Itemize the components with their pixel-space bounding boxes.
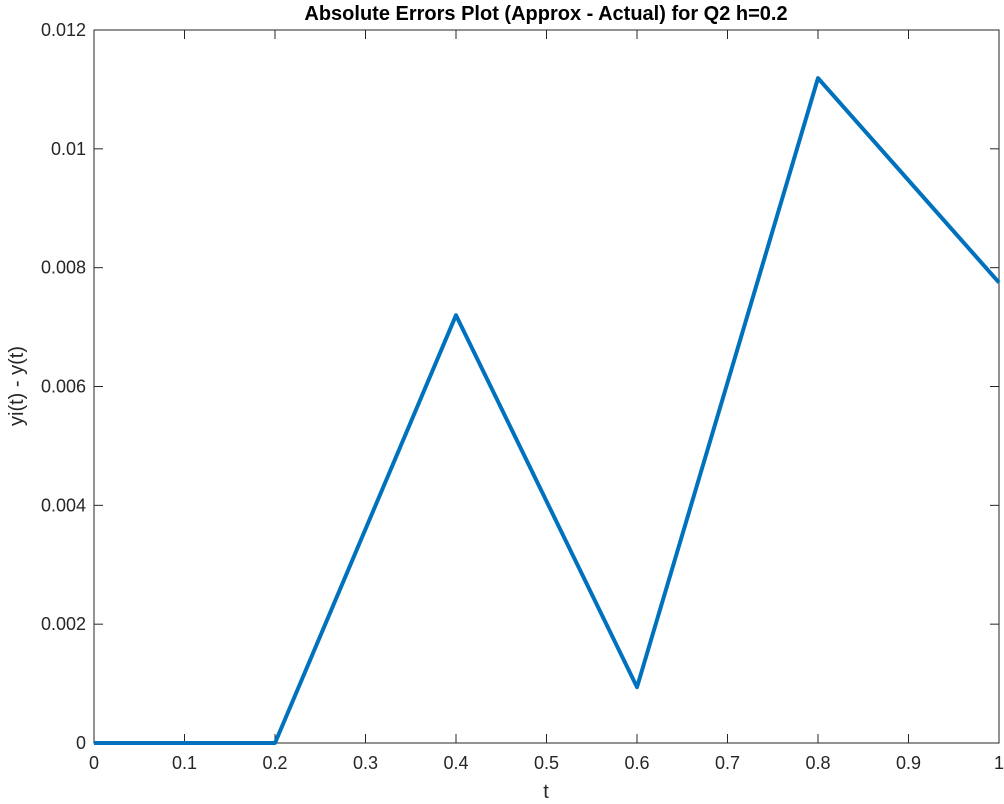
x-tick-label: 0.9 [896,753,921,773]
y-tick-label: 0.002 [41,614,86,634]
x-tick-label: 0.4 [443,753,468,773]
x-tick-label: 0 [89,753,99,773]
y-tick-label: 0.01 [51,139,86,159]
y-tick-label: 0.004 [41,495,86,515]
x-tick-label: 0.8 [805,753,830,773]
series-line [94,76,1001,745]
series-layer [94,76,1001,745]
x-tick-label: 0.2 [262,753,287,773]
x-ticks: 0 0.1 0.2 0.3 0.4 0.5 0.6 0.7 0.8 0.9 1 [89,30,1004,773]
x-tick-label: 0.7 [715,753,740,773]
x-tick-label: 0.5 [534,753,559,773]
x-tick-label: 0.6 [624,753,649,773]
chart-title: Absolute Errors Plot (Approx - Actual) f… [304,3,787,25]
y-tick-label: 0.008 [41,258,86,278]
x-tick-label: 0.1 [172,753,197,773]
y-axis-label: yi(t) - y(t) [6,346,28,426]
x-axis-label: t [543,781,549,803]
x-tick-label: 0.3 [353,753,378,773]
y-tick-label: 0 [76,733,86,753]
y-tick-label: 0.006 [41,377,86,397]
plot-area [93,29,1000,744]
y-tick-label: 0.012 [41,20,86,40]
y-ticks: 0 0.002 0.004 0.006 0.008 0.01 0.012 [41,20,999,753]
x-tick-label: 1 [994,753,1004,773]
